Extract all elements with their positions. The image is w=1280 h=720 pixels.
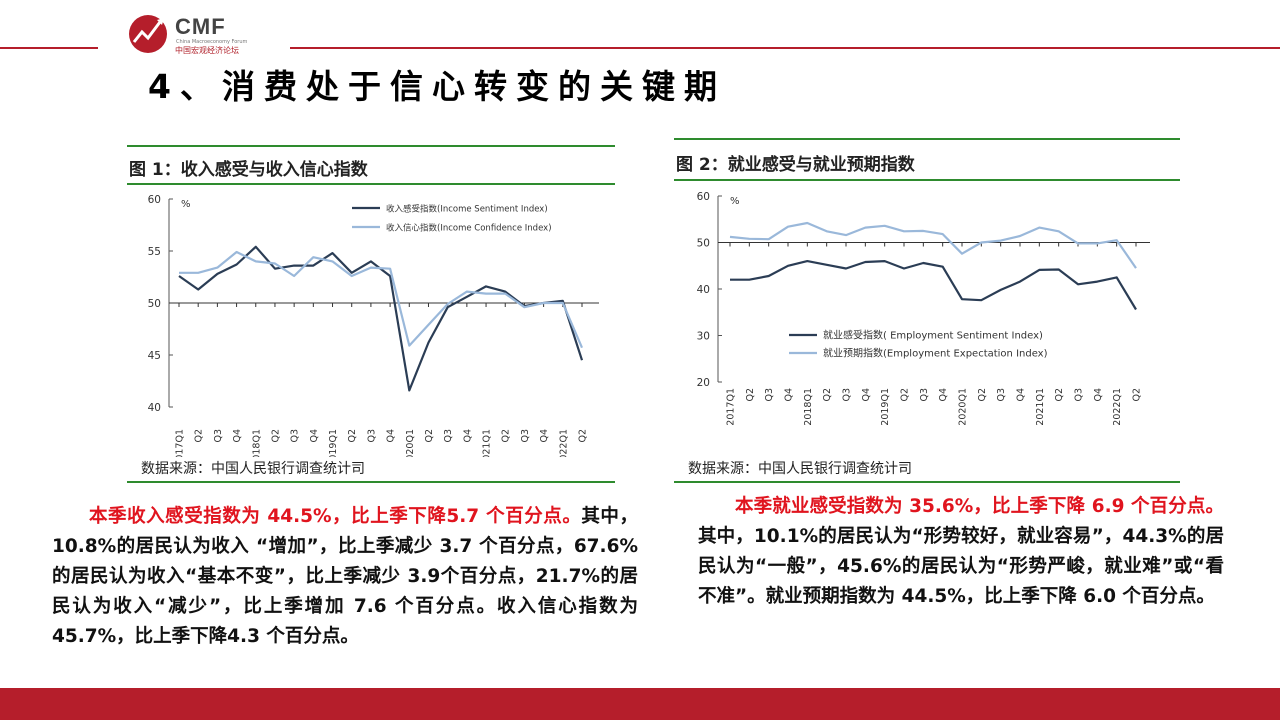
- chart1-title: 图 1：收入感受与收入信心指数: [129, 160, 368, 180]
- x-tick-label: Q4: [1093, 388, 1104, 402]
- x-tick-label: Q3: [213, 429, 224, 443]
- logo-subtitle-en: China Macroeconomy Forum: [176, 39, 248, 45]
- x-tick-label: 2020Q1: [958, 388, 969, 426]
- chart-panel-1: 图 1：收入感受与收入信心指数 40 45 50 55 60% 2017Q1 Q2 Q3 Q4 2…: [127, 145, 615, 485]
- y-tick-label: 55: [148, 246, 161, 258]
- x-tick-label: Q2: [194, 429, 205, 443]
- x-tick-label: 2020Q1: [405, 429, 416, 457]
- series-line-2: [729, 221, 1137, 269]
- income-highlight: 本季收入感受指数为 44.5%，比上季下降5.7 个百分点。: [89, 506, 582, 527]
- x-tick-label: Q2: [900, 388, 911, 402]
- footer-bar: [0, 688, 1280, 720]
- panel-rule-top: [674, 138, 1180, 140]
- y-tick-label: 20: [697, 377, 710, 389]
- x-tick-label: Q4: [232, 429, 243, 443]
- legend-label: 就业感受指数( Employment Sentiment Index): [823, 329, 1043, 342]
- y-tick-label: 50: [697, 238, 710, 250]
- panel-rule-mid: [674, 179, 1180, 181]
- y-tick-label: 60: [148, 194, 161, 206]
- x-tick-label: Q3: [764, 388, 775, 402]
- x-tick-label: Q2: [1132, 388, 1143, 402]
- logo-mark-icon: [129, 15, 167, 53]
- x-tick-label: Q3: [842, 388, 853, 402]
- x-tick-label: 2019Q1: [328, 429, 339, 457]
- legend-label: 就业预期指数(Employment Expectation Index): [823, 347, 1048, 360]
- header-rule-left: [0, 47, 98, 49]
- employment-highlight: 本季就业感受指数为 35.6%，比上季下降 6.9 个百分点。: [735, 496, 1224, 517]
- y-unit-label: %: [730, 196, 740, 207]
- x-tick-label: Q2: [578, 429, 589, 443]
- income-body: 其中，10.8%的居民认为收入 “增加”，比上季减少 3.7 个百分点，67.6…: [52, 506, 638, 647]
- y-unit-label: %: [181, 199, 191, 210]
- x-tick-label: Q4: [462, 429, 473, 443]
- chart2-title: 图 2：就业感受与就业预期指数: [676, 155, 915, 175]
- panel-rule-top: [127, 145, 615, 147]
- y-tick-label: 30: [697, 331, 710, 343]
- x-tick-label: Q4: [1016, 388, 1027, 402]
- x-tick-label: Q3: [443, 429, 454, 443]
- x-tick-label: Q3: [366, 429, 377, 443]
- x-tick-label: Q3: [1074, 388, 1085, 402]
- legend-label: 收入信心指数(Income Confidence Index): [386, 223, 552, 234]
- y-tick-label: 50: [148, 298, 161, 310]
- header-rule-right: [290, 47, 1280, 49]
- y-tick-label: 45: [148, 350, 161, 362]
- employment-description: 本季就业感受指数为 35.6%，比上季下降 6.9 个百分点。其中，10.1%的…: [698, 492, 1224, 612]
- x-tick-label: Q4: [784, 388, 795, 402]
- x-tick-label: Q2: [347, 429, 358, 443]
- income-description: 本季收入感受指数为 44.5%，比上季下降5.7 个百分点。其中，10.8%的居…: [52, 502, 638, 652]
- logo-name: CMF: [175, 14, 226, 39]
- x-tick-label: 2017Q1: [726, 388, 737, 426]
- x-tick-label: 2021Q1: [1035, 388, 1046, 426]
- employment-chart: 20 30 40 50 60 % 2017Q1 Q2 Q3 Q4 2018Q1 Q2 Q3 Q4 2019Q…: [697, 191, 1150, 426]
- x-tick-label: 2019Q1: [880, 388, 891, 426]
- income-chart: 40 45 50 55 60 % 2017Q1 Q2 Q3 Q4 2018Q1 Q2 Q3 Q4 2019Q…: [148, 194, 599, 457]
- y-tick-label: 40: [148, 402, 161, 414]
- x-tick-label: Q2: [424, 429, 435, 443]
- x-tick-label: Q2: [822, 388, 833, 402]
- panel-rule-mid: [127, 183, 615, 185]
- cmf-logo: CMF China Macroeconomy Forum 中国宏观经济论坛: [128, 12, 288, 56]
- x-tick-label: 2018Q1: [803, 388, 814, 426]
- series-line-2: [179, 250, 584, 349]
- chart-panel-2: 图 2：就业感受与就业预期指数 20 30 40 50 60% 2017Q1 Q2 Q3 Q4 2…: [674, 138, 1180, 485]
- x-tick-label: 2021Q1: [482, 429, 493, 457]
- legend-label: 收入感受指数(Income Sentiment Index): [386, 204, 548, 215]
- logo-subtitle-cn: 中国宏观经济论坛: [175, 46, 239, 55]
- x-tick-label: Q4: [539, 429, 550, 443]
- x-tick-label: Q3: [290, 429, 301, 443]
- chart1-source: 数据来源：中国人民银行调查统计司: [141, 461, 365, 477]
- x-tick-label: Q4: [386, 429, 397, 443]
- y-tick-label: 60: [697, 191, 710, 203]
- x-tick-label: Q2: [271, 429, 282, 443]
- x-tick-label: 2018Q1: [251, 429, 262, 457]
- x-tick-label: Q4: [861, 388, 872, 402]
- x-tick-label: Q3: [996, 388, 1007, 402]
- x-tick-label: Q2: [501, 429, 512, 443]
- chart2-source: 数据来源：中国人民银行调查统计司: [688, 461, 912, 477]
- page-title: 4、消费处于信心转变的关键期: [148, 67, 726, 106]
- series-line-1: [730, 259, 1137, 311]
- x-tick-label: Q2: [745, 388, 756, 402]
- x-tick-label: 2017Q1: [175, 429, 186, 457]
- x-tick-label: Q3: [919, 388, 930, 402]
- x-tick-label: Q2: [977, 388, 988, 402]
- x-tick-label: Q2: [1054, 388, 1065, 402]
- x-tick-label: Q4: [938, 388, 949, 402]
- panel-rule-bottom: [127, 481, 615, 483]
- x-tick-label: 2022Q1: [1112, 388, 1123, 426]
- x-tick-label: 2022Q1: [558, 429, 569, 457]
- employment-body: 其中，10.1%的居民认为“形势较好，就业容易”，44.3%的居民认为“一般”，…: [698, 526, 1224, 607]
- panel-rule-bottom: [674, 481, 1180, 483]
- y-tick-label: 40: [697, 284, 710, 296]
- x-tick-label: Q4: [309, 429, 320, 443]
- x-tick-label: Q3: [520, 429, 531, 443]
